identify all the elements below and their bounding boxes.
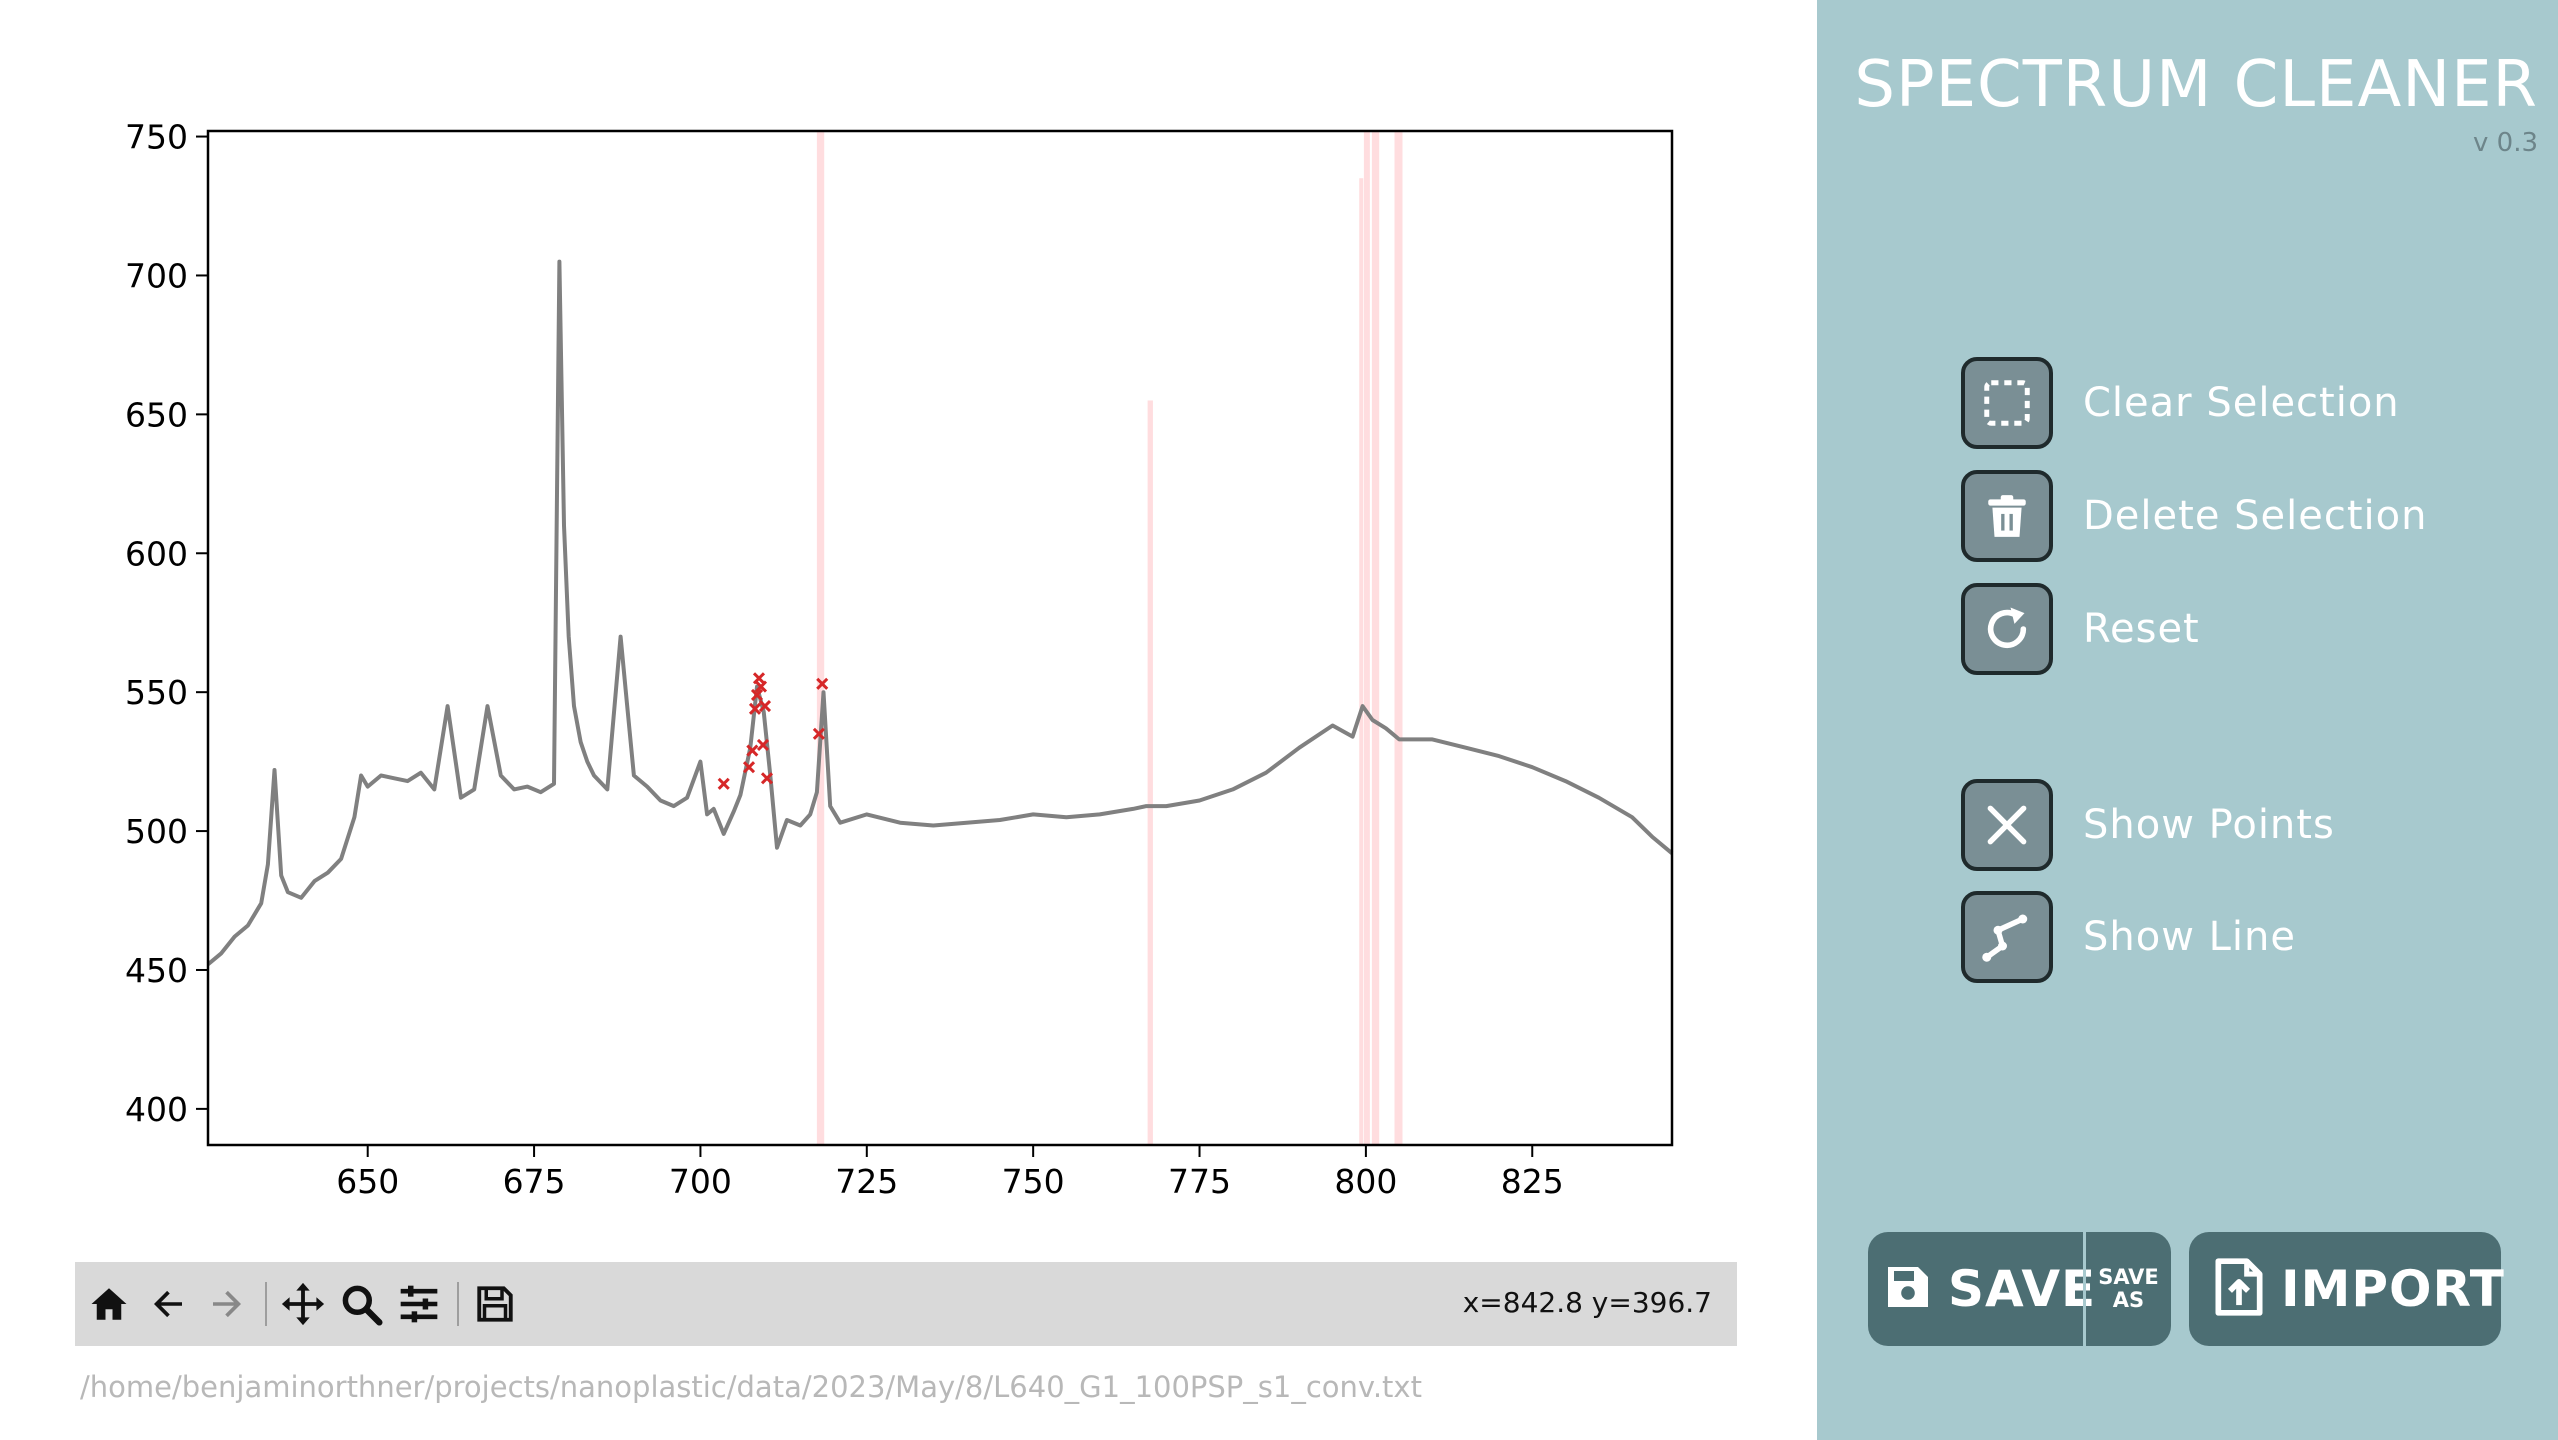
axes-frame (206, 129, 1674, 1147)
selection-highlight-band (1371, 131, 1380, 1145)
y-tick-label: 650 (125, 395, 188, 434)
clear-selection-label: Clear Selection (2083, 380, 2400, 426)
back-arrow-icon[interactable] (140, 1276, 196, 1332)
app-version: v 0.3 (2473, 128, 2538, 158)
save-button[interactable]: SAVE (1868, 1232, 2095, 1346)
y-tick-label: 600 (125, 534, 188, 573)
selected-point-marker (746, 744, 759, 757)
save-as-label-line1: SAVE (2098, 1265, 2159, 1289)
show-points-label: Show Points (2083, 802, 2335, 848)
app-title: SPECTRUM CLEANER (1854, 48, 2538, 122)
selection-highlight-band (1359, 178, 1364, 1145)
y-tick-label: 700 (125, 256, 188, 295)
y-tick-label: 500 (125, 812, 188, 851)
configure-subplots-icon[interactable] (391, 1276, 447, 1332)
import-button[interactable]: IMPORT (2189, 1232, 2504, 1346)
show-line-label: Show Line (2083, 914, 2297, 960)
x-mark-icon[interactable] (1961, 779, 2053, 871)
save-button-group: SAVE SAVE AS (1868, 1232, 2171, 1346)
import-label: IMPORT (2281, 1260, 2505, 1318)
forward-arrow-icon[interactable] (199, 1276, 255, 1332)
delete-selection-label: Delete Selection (2083, 493, 2428, 539)
selected-point-marker (754, 680, 768, 693)
selected-point-marker (742, 761, 756, 774)
selected-point-marker (812, 727, 825, 740)
selection-highlight-band (1394, 131, 1403, 1145)
reset-label: Reset (2083, 606, 2200, 652)
show-line-button[interactable]: Show Line (1961, 891, 2296, 983)
selected-point-marker (816, 677, 829, 690)
save-as-button[interactable]: SAVE AS (2086, 1232, 2171, 1346)
save-label: SAVE (1948, 1260, 2097, 1318)
selected-point-marker (758, 700, 772, 713)
show-points-button[interactable]: Show Points (1961, 779, 2335, 871)
reset-button[interactable]: Reset (1961, 583, 2200, 675)
save-figure-icon[interactable] (467, 1276, 523, 1332)
pan-icon[interactable] (275, 1276, 331, 1332)
zoom-icon[interactable] (333, 1276, 389, 1332)
home-icon[interactable] (81, 1276, 137, 1332)
file-path: /home/benjaminorthner/projects/nanoplast… (80, 1370, 1422, 1404)
selection-highlight-band (1363, 131, 1370, 1145)
selection-highlight-band (1147, 400, 1153, 1145)
y-tick-label: 750 (125, 118, 188, 157)
selected-point-marker (760, 772, 774, 785)
side-panel: SPECTRUM CLEANER v 0.3 Clear Selection D… (1817, 0, 2558, 1440)
x-tick-label: 725 (835, 1162, 898, 1201)
selected-point-marker (748, 702, 762, 715)
plot-area[interactable]: 650 675 700 725 750 775 800 825 400 450 500 550 600 6… (0, 0, 1817, 1440)
selection-highlight-band (816, 131, 825, 1145)
line-graph-icon[interactable] (1961, 891, 2053, 983)
toolbar-separator (265, 1282, 267, 1326)
clear-selection-button[interactable]: Clear Selection (1961, 357, 2400, 449)
x-tick-label: 700 (669, 1162, 732, 1201)
x-tick-label: 800 (1334, 1162, 1397, 1201)
delete-selection-button[interactable]: Delete Selection (1961, 470, 2427, 562)
toolbar-separator (457, 1282, 459, 1326)
x-tick-label: 675 (503, 1162, 566, 1201)
plot-background (208, 131, 1672, 1145)
save-as-label-line2: AS (2112, 1288, 2145, 1312)
x-tick-label: 825 (1501, 1162, 1564, 1201)
refresh-icon[interactable] (1961, 583, 2053, 675)
y-tick-label: 450 (125, 951, 188, 990)
selected-point-marker (750, 688, 764, 702)
y-tick-label: 550 (125, 673, 188, 712)
x-tick-label: 650 (336, 1162, 399, 1201)
trash-icon[interactable] (1961, 470, 2053, 562)
file-upload-icon (2213, 1256, 2265, 1322)
cursor-coordinates: x=842.8 y=396.7 (1462, 1286, 1712, 1319)
navigation-toolbar: x=842.8 y=396.7 (75, 1262, 1737, 1346)
floppy-disk-icon (1884, 1263, 1932, 1315)
x-tick-label: 750 (1002, 1162, 1065, 1201)
selected-point-marker (717, 777, 730, 790)
save-divider (2083, 1232, 2086, 1346)
spectrum-chart[interactable]: 650 675 700 725 750 775 800 825 400 450 500 550 600 6… (0, 0, 1817, 1250)
x-tick-label: 775 (1168, 1162, 1231, 1201)
selected-point-marker (756, 738, 770, 752)
dashed-square-icon[interactable] (1961, 357, 2053, 449)
spectrum-line (206, 259, 1674, 966)
selected-point-marker (752, 672, 766, 685)
y-tick-label: 400 (125, 1090, 188, 1129)
